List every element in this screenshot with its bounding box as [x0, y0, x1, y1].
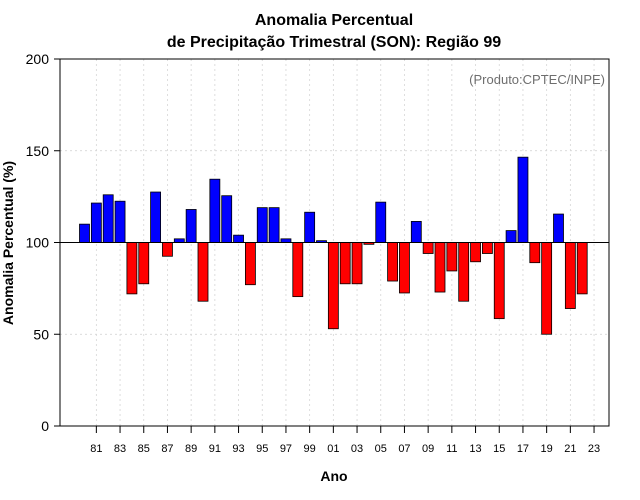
bar-03 — [351, 242, 363, 285]
y-tick-label-50: 50 — [33, 326, 49, 342]
x-tick-label-09: 09 — [422, 443, 434, 455]
x-tick-label-23: 23 — [588, 443, 600, 455]
y-tick-label-200: 200 — [26, 51, 50, 67]
bar-95 — [256, 207, 268, 243]
y-axis-label: Anomalia Percentual (%) — [0, 161, 16, 325]
bar-96 — [268, 207, 280, 243]
bar-87 — [162, 242, 173, 257]
x-tick-label-11: 11 — [446, 443, 457, 455]
bar-99 — [304, 211, 316, 243]
bar-84 — [126, 242, 138, 295]
bar-98 — [292, 242, 304, 298]
bar-92 — [221, 195, 233, 243]
gridlines — [60, 59, 609, 426]
bar-89 — [185, 209, 197, 243]
bar-12 — [458, 242, 470, 302]
bar-93 — [233, 234, 244, 243]
x-tick-label-05: 05 — [375, 443, 387, 455]
bar-08 — [410, 220, 422, 243]
bar-83 — [114, 200, 126, 243]
bar-91 — [209, 178, 221, 243]
bar-11 — [446, 242, 458, 272]
bar-07 — [399, 242, 410, 294]
x-tick-label-91: 91 — [209, 443, 221, 455]
bar-17 — [517, 156, 529, 243]
bar-97 — [280, 238, 292, 243]
x-axis: 81 83 85 87 89 91 93 95 97 99 01 03 05 07 09 11 13 15 17 19… — [90, 426, 600, 455]
bar-94 — [244, 242, 256, 286]
x-tick-label-97: 97 — [280, 443, 292, 455]
chart-title-line1: Anomalia Percentual — [255, 12, 413, 29]
y-tick-label-100: 100 — [26, 235, 50, 251]
y-tick-label-0: 0 — [41, 418, 49, 434]
y-tick-label-150: 150 — [26, 143, 50, 159]
x-axis-label: Ano — [320, 468, 347, 484]
bar-13 — [470, 242, 481, 263]
bar-80 — [79, 223, 90, 243]
bar-16 — [505, 230, 517, 243]
x-tick-label-07: 07 — [398, 443, 410, 455]
x-tick-label-13: 13 — [469, 443, 481, 455]
bar-81 — [90, 202, 102, 243]
x-tick-label-87: 87 — [161, 443, 173, 455]
bar-88 — [173, 238, 185, 243]
chart-title-line2: de Precipitação Trimestral (SON): Região… — [167, 34, 501, 51]
bar-09 — [422, 242, 434, 254]
x-tick-label-83: 83 — [114, 443, 126, 455]
bar-22 — [576, 242, 588, 295]
bar-90 — [197, 242, 209, 302]
x-tick-label-99: 99 — [304, 443, 316, 455]
bar-01 — [327, 242, 339, 330]
bar-85 — [138, 242, 150, 285]
bar-20 — [553, 213, 564, 243]
bars — [79, 156, 588, 335]
x-tick-label-95: 95 — [256, 443, 268, 455]
x-tick-label-15: 15 — [493, 443, 505, 455]
x-tick-label-17: 17 — [517, 443, 529, 455]
x-tick-label-93: 93 — [232, 443, 244, 455]
bar-10 — [434, 242, 446, 293]
x-tick-label-01: 01 — [327, 443, 339, 455]
bar-05 — [375, 201, 387, 243]
x-tick-label-19: 19 — [541, 443, 553, 455]
x-tick-label-03: 03 — [351, 443, 363, 455]
x-tick-label-89: 89 — [185, 443, 197, 455]
x-tick-label-85: 85 — [138, 443, 150, 455]
x-tick-label-21: 21 — [564, 443, 576, 455]
bar-82 — [102, 194, 114, 243]
bar-02 — [339, 242, 351, 285]
bar-14 — [481, 242, 493, 254]
y-axis: 0 50 100 150 200 — [26, 51, 60, 434]
bar-18 — [529, 242, 541, 264]
bar-15 — [493, 242, 505, 320]
x-tick-label-81: 81 — [90, 443, 102, 455]
bar-19 — [541, 242, 553, 335]
credit-label: (Produto:CPTEC/INPE) — [469, 72, 605, 87]
bar-06 — [387, 242, 399, 282]
bar-21 — [564, 242, 576, 309]
bar-86 — [150, 191, 162, 243]
